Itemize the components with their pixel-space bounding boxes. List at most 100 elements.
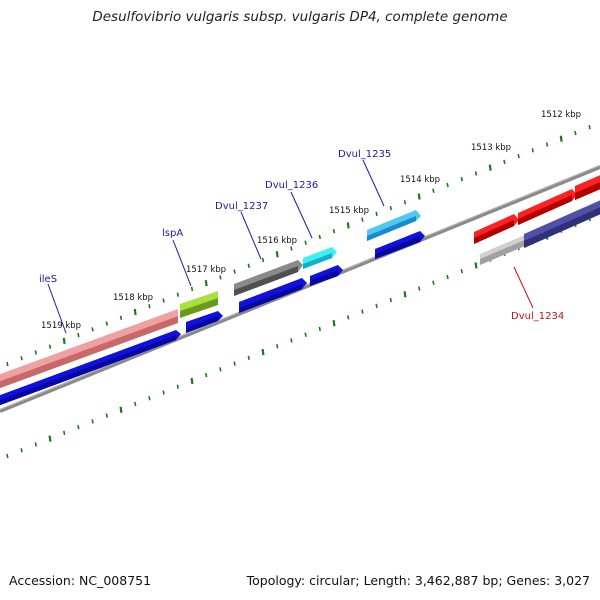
feature-red-1[interactable]	[474, 214, 519, 244]
tick-mark-inner-32	[460, 269, 463, 274]
tick-mark-outer-3	[48, 344, 52, 349]
feature-ileS[interactable]	[0, 309, 178, 390]
tick-mark-outer-31	[446, 182, 449, 188]
tick-mark-outer-33	[474, 171, 478, 176]
feature-Dvul-1235[interactable]	[367, 210, 421, 241]
cds-Dvul-1235[interactable]	[375, 231, 425, 259]
tick-mark-outer-6	[91, 327, 94, 332]
feature-purple[interactable]	[524, 196, 600, 248]
tick-mark-inner-23	[332, 320, 336, 327]
map-title: Desulfovibrio vulgaris subsp. vulgaris D…	[92, 9, 508, 25]
tick-mark-outer-12	[176, 292, 179, 297]
feature-red-3[interactable]	[575, 171, 600, 200]
feature-Dvul-1237[interactable]	[234, 260, 303, 296]
tick-mark-inner-24	[347, 315, 350, 320]
tick-mark-inner-19	[276, 344, 279, 349]
tick-mark-inner-33	[474, 262, 478, 269]
tick-mark-outer-40	[574, 130, 577, 136]
tick-mark-outer-11	[162, 298, 165, 303]
tick-mark-inner-6	[91, 419, 94, 424]
accession-label: Accession: NC_008751	[9, 573, 152, 588]
tick-mark-outer-0	[6, 361, 9, 367]
tick-mark-inner-17	[247, 355, 250, 360]
tick-mark-inner-29	[418, 286, 421, 291]
genome-summary: Topology: circular; Length: 3,462,887 bp…	[246, 573, 590, 588]
tick-mark-outer-22	[318, 234, 321, 240]
tick-mark-outer-23	[332, 229, 336, 234]
gene-label-ileS[interactable]: ileS	[39, 274, 57, 285]
tick-label-1516: 1516 kbp	[257, 236, 297, 246]
feature-Dvul-1236[interactable]	[303, 247, 337, 269]
tick-mark-inner-25	[361, 309, 364, 314]
tick-mark-outer-15	[219, 275, 222, 280]
tick-mark-outer-17	[247, 263, 250, 268]
tick-mark-inner-21	[304, 332, 307, 337]
tick-mark-inner-28	[403, 291, 407, 298]
tick-mark-outer-5	[77, 332, 80, 338]
leader-Dvul-1237	[240, 211, 262, 260]
gene-label-Dvul-1235[interactable]: Dvul_1235	[338, 149, 391, 160]
tick-mark-inner-20	[290, 338, 293, 343]
tick-mark-inner-7	[105, 413, 108, 418]
tick-mark-outer-24	[346, 222, 350, 229]
leader-Dvul-1234	[513, 266, 534, 309]
tick-mark-inner-8	[119, 406, 123, 413]
tick-mark-inner-2	[34, 442, 37, 447]
tick-label-1518: 1518 kbp	[113, 293, 153, 303]
tick-mark-outer-32	[460, 177, 463, 182]
tick-mark-outer-21	[304, 240, 307, 245]
tick-mark-inner-15	[219, 367, 222, 372]
cds-Dvul-1236[interactable]	[310, 265, 343, 286]
gene-label-Dvul-1237[interactable]: Dvul_1237	[215, 201, 268, 212]
tick-label-1517: 1517 kbp	[186, 265, 226, 275]
tick-mark-outer-10	[148, 304, 151, 309]
tick-mark-outer-25	[361, 217, 364, 222]
tick-mark-inner-16	[233, 361, 236, 366]
tick-mark-outer-4	[62, 337, 66, 345]
feature-red-2[interactable]	[518, 189, 577, 225]
feature-lspA[interactable]	[180, 291, 218, 318]
tick-mark-outer-9	[133, 308, 137, 316]
tick-mark-inner-14	[205, 372, 208, 378]
tick-mark-inner-30	[432, 280, 435, 285]
tick-mark-inner-31	[446, 274, 449, 280]
tick-mark-inner-26	[375, 303, 378, 309]
tick-label-1514: 1514 kbp	[400, 175, 440, 185]
cds-ileS[interactable]	[0, 330, 181, 407]
cds-lspA[interactable]	[186, 311, 223, 333]
tick-mark-inner-5	[77, 424, 80, 430]
tick-label-1512: 1512 kbp	[541, 110, 581, 120]
tick-marks-outer	[6, 125, 591, 367]
tick-mark-outer-18	[261, 257, 265, 263]
tick-mark-outer-20	[290, 246, 293, 251]
tick-mark-outer-7	[105, 321, 108, 326]
tick-label-1515: 1515 kbp	[329, 206, 369, 216]
gene-label-Dvul-1236[interactable]: Dvul_1236	[265, 180, 318, 191]
tick-mark-outer-37	[531, 148, 534, 153]
tick-mark-inner-9	[134, 401, 137, 407]
tick-mark-outer-19	[275, 251, 279, 258]
tick-mark-outer-34	[488, 164, 492, 171]
tick-mark-outer-16	[233, 269, 236, 274]
tick-mark-outer-14	[204, 280, 208, 287]
tick-mark-outer-36	[517, 153, 520, 159]
leader-Dvul-1236	[290, 191, 313, 239]
gene-label-lspA[interactable]: lspA	[162, 228, 183, 239]
tick-mark-inner-22	[318, 326, 321, 332]
tick-mark-outer-30	[432, 188, 435, 193]
tick-mark-inner-13	[190, 377, 194, 385]
tick-mark-inner-10	[148, 396, 151, 401]
tick-label-1513: 1513 kbp	[471, 143, 511, 153]
tick-mark-inner-0	[6, 453, 9, 459]
cds-Dvul-1237[interactable]	[239, 278, 307, 313]
tick-mark-outer-1	[20, 356, 23, 361]
tick-mark-outer-13	[190, 286, 194, 292]
tick-mark-outer-41	[588, 125, 591, 130]
leader-Dvul-1235	[362, 159, 385, 207]
gene-label-Dvul-1234[interactable]: Dvul_1234	[511, 311, 564, 322]
tick-mark-outer-2	[34, 350, 37, 355]
tick-mark-inner-3	[48, 435, 52, 442]
tick-mark-outer-28	[403, 200, 407, 205]
feature-Dvul-1234[interactable]	[480, 234, 527, 265]
